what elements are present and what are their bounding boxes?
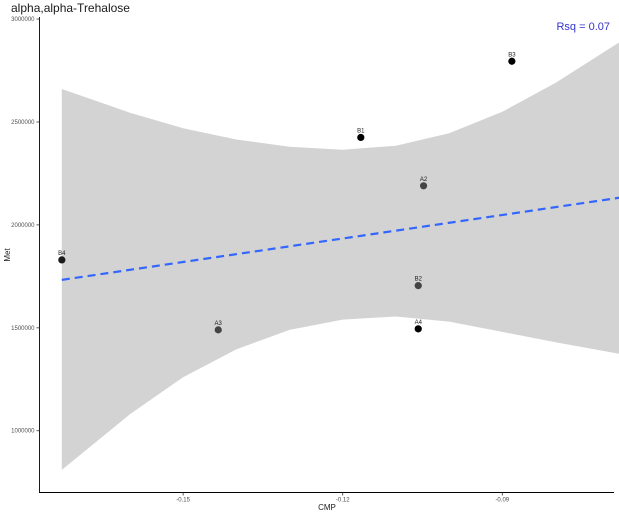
point-label-b4: B4 bbox=[58, 251, 66, 257]
point-label-a2: A2 bbox=[420, 177, 428, 183]
y-tick-label: 2000000 bbox=[11, 223, 35, 229]
y-tick-label: 1500000 bbox=[11, 326, 35, 332]
fit-line bbox=[61, 196, 619, 281]
fit-line-layer bbox=[61, 196, 619, 281]
point-a3 bbox=[214, 326, 222, 334]
point-label-a4: A4 bbox=[415, 320, 423, 326]
point-label-b1: B1 bbox=[357, 128, 365, 134]
point-a2 bbox=[419, 182, 428, 190]
chart-title: alpha,alpha-Trehalose bbox=[11, 1, 130, 15]
y-ticks: 1000000 1500000 2000000 2500000 3000000 bbox=[11, 17, 40, 435]
point-label-b2: B2 bbox=[415, 277, 423, 283]
x-ticks: -0.15 -0.12 -0.09 bbox=[176, 492, 510, 504]
x-tick-label: -0.12 bbox=[336, 498, 350, 504]
point-b4 bbox=[58, 256, 66, 264]
x-tick-label: -0.09 bbox=[495, 498, 509, 504]
point-a4 bbox=[414, 325, 422, 333]
point-label-b3: B3 bbox=[508, 52, 516, 58]
point-b1 bbox=[357, 133, 365, 142]
point-label-a3: A3 bbox=[215, 321, 223, 327]
y-axis-label: Met bbox=[3, 248, 12, 262]
rsq-annotation: Rsq = 0.07 bbox=[556, 21, 610, 33]
confidence-band-layer bbox=[61, 42, 619, 470]
y-tick-label: 2500000 bbox=[11, 120, 35, 126]
points-layer: B4A3B1A2B2A4B3A1 bbox=[58, 52, 516, 334]
x-tick-label: -0.15 bbox=[176, 498, 190, 504]
y-tick-label: 1000000 bbox=[11, 429, 35, 435]
confidence-band bbox=[61, 42, 619, 470]
point-b2 bbox=[414, 282, 422, 290]
y-tick-label: 3000000 bbox=[11, 17, 35, 23]
point-b3 bbox=[508, 57, 516, 65]
x-axis-label: CMP bbox=[318, 503, 336, 512]
